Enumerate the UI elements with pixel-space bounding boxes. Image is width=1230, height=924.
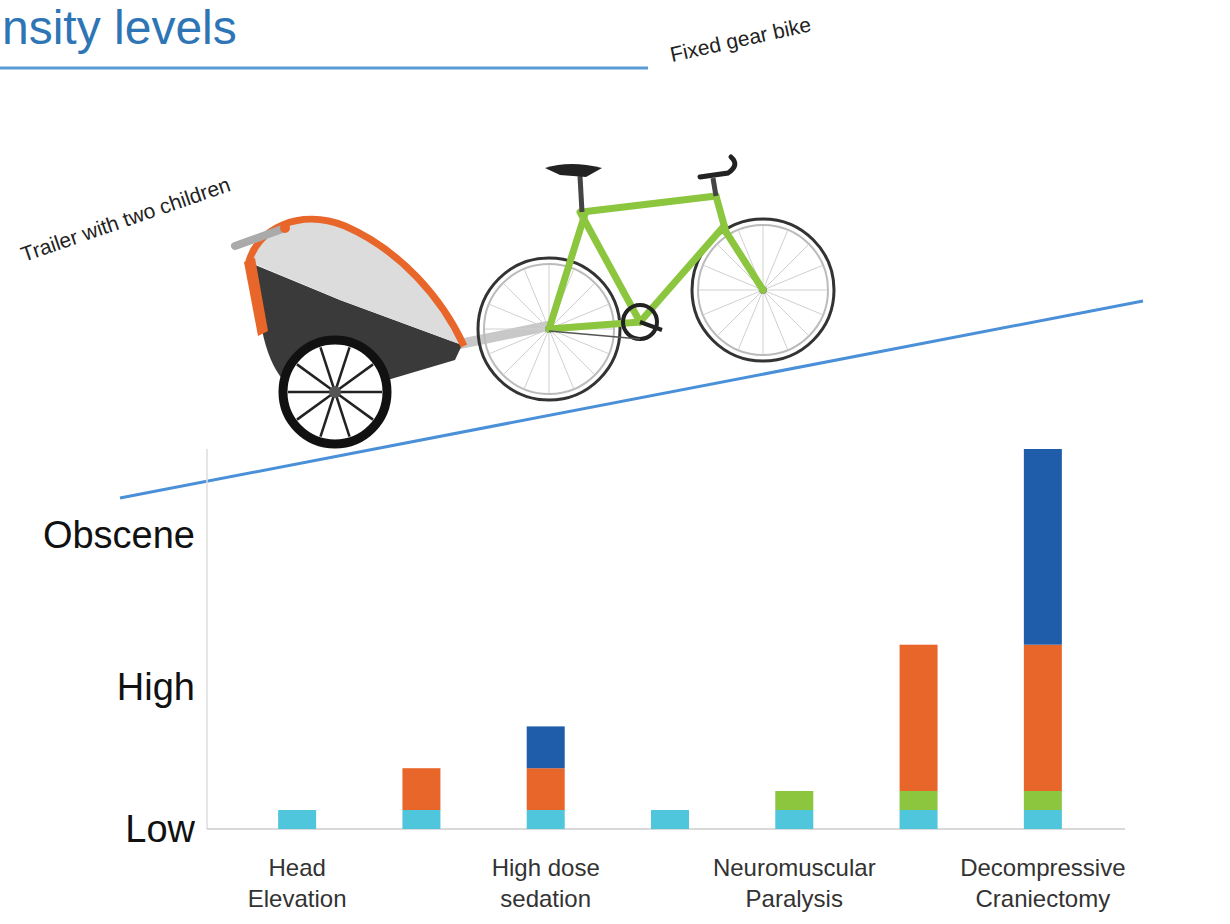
crank [640, 322, 662, 330]
bike [478, 157, 834, 400]
chart-canvas: nsity levels Trailer with two children Fix… [0, 0, 1230, 924]
bar-segment [775, 791, 813, 810]
bike-spoke [549, 329, 573, 388]
bike-spoke [763, 266, 822, 290]
trailer-handle [235, 228, 285, 246]
bike-spoke [549, 329, 594, 374]
bike-spoke [504, 329, 549, 374]
bike-frame [582, 196, 716, 212]
chain [549, 331, 640, 339]
title: nsity levels [2, 1, 237, 54]
seat-post [580, 176, 582, 212]
bar-segment [900, 791, 938, 810]
bar-segment [402, 810, 440, 829]
bike-frame [549, 214, 585, 329]
x-tick-label-line: Neuromuscular [713, 854, 876, 881]
y-tick-label: High [117, 666, 195, 708]
bar-segment [1024, 449, 1062, 645]
bike-rim [698, 225, 828, 355]
trailer-spoke [335, 392, 350, 437]
bike-frame [549, 322, 640, 329]
bike-spoke [485, 329, 549, 330]
bike-spoke [763, 290, 787, 349]
handlebar [700, 157, 735, 177]
x-tick-label-line: sedation [500, 885, 591, 912]
bar-segment [1024, 791, 1062, 810]
bar-segment [900, 645, 938, 791]
annotation: Trailer with two children [18, 172, 233, 265]
bar-segment [900, 810, 938, 829]
x-tick-label-line: Head [268, 854, 325, 881]
trailer-hub [329, 386, 341, 398]
bike-frame [726, 232, 763, 290]
trailer-side [244, 258, 268, 336]
bar-segment [775, 810, 813, 829]
bar-segment [402, 768, 440, 810]
bike-spoke [490, 329, 549, 353]
trailer-spoke [335, 364, 373, 392]
trailer-spoke [297, 392, 335, 420]
bar-segment [278, 810, 316, 829]
bike-spoke [763, 290, 827, 291]
background [0, 0, 1230, 924]
bars [278, 449, 1062, 829]
bar-segment [1024, 810, 1062, 829]
trailer-wheel [283, 340, 387, 444]
y-axis [206, 449, 208, 829]
x-tick-label: Head Elevation [248, 854, 347, 912]
y-tick-label: Low [125, 808, 195, 850]
bar-segment [1024, 645, 1062, 791]
bike-spoke [763, 290, 808, 335]
trailer-hood [250, 221, 462, 345]
annotation: Fixed gear bike [668, 12, 813, 66]
bike-spoke [699, 290, 763, 291]
x-tick-label-line: Decompressive [960, 854, 1125, 881]
x-tick-label-line: Paralysis [746, 885, 843, 912]
saddle [545, 164, 602, 177]
x-tick-label: Decompressive Craniectomy [960, 854, 1125, 912]
trailer-frame [248, 219, 464, 346]
x-tick-label: Neuromuscular Paralysis [713, 854, 876, 912]
bike-frame [640, 226, 724, 322]
bar-segment [527, 768, 565, 810]
bike-spoke [763, 290, 764, 354]
trailer-spoke [288, 391, 335, 394]
bike-spoke [525, 270, 549, 329]
bar-segment [651, 810, 689, 829]
x-tick-label-line: High dose [492, 854, 600, 881]
bike-spoke [549, 329, 550, 393]
stem [713, 178, 716, 196]
trailer-handle-joint [280, 223, 290, 233]
bar-segment [527, 726, 565, 768]
title-underline [0, 67, 648, 70]
trailer [235, 219, 548, 444]
bike-spoke [504, 284, 549, 329]
bike-frame [716, 196, 726, 232]
x-tick-label: High dose sedation [492, 854, 600, 912]
trailer-spoke [320, 347, 335, 392]
bike-spoke [763, 245, 808, 290]
bike-spoke [763, 226, 764, 290]
x-tick-label-line: Elevation [248, 885, 347, 912]
y-tick-label: Obscene [43, 514, 195, 556]
bar-segment [527, 810, 565, 829]
bike-spoke [718, 290, 763, 335]
x-tick-label-line: Craniectomy [975, 885, 1110, 912]
illustration [120, 157, 1143, 498]
bike-spoke [704, 290, 763, 314]
trailer-spoke [335, 391, 382, 394]
